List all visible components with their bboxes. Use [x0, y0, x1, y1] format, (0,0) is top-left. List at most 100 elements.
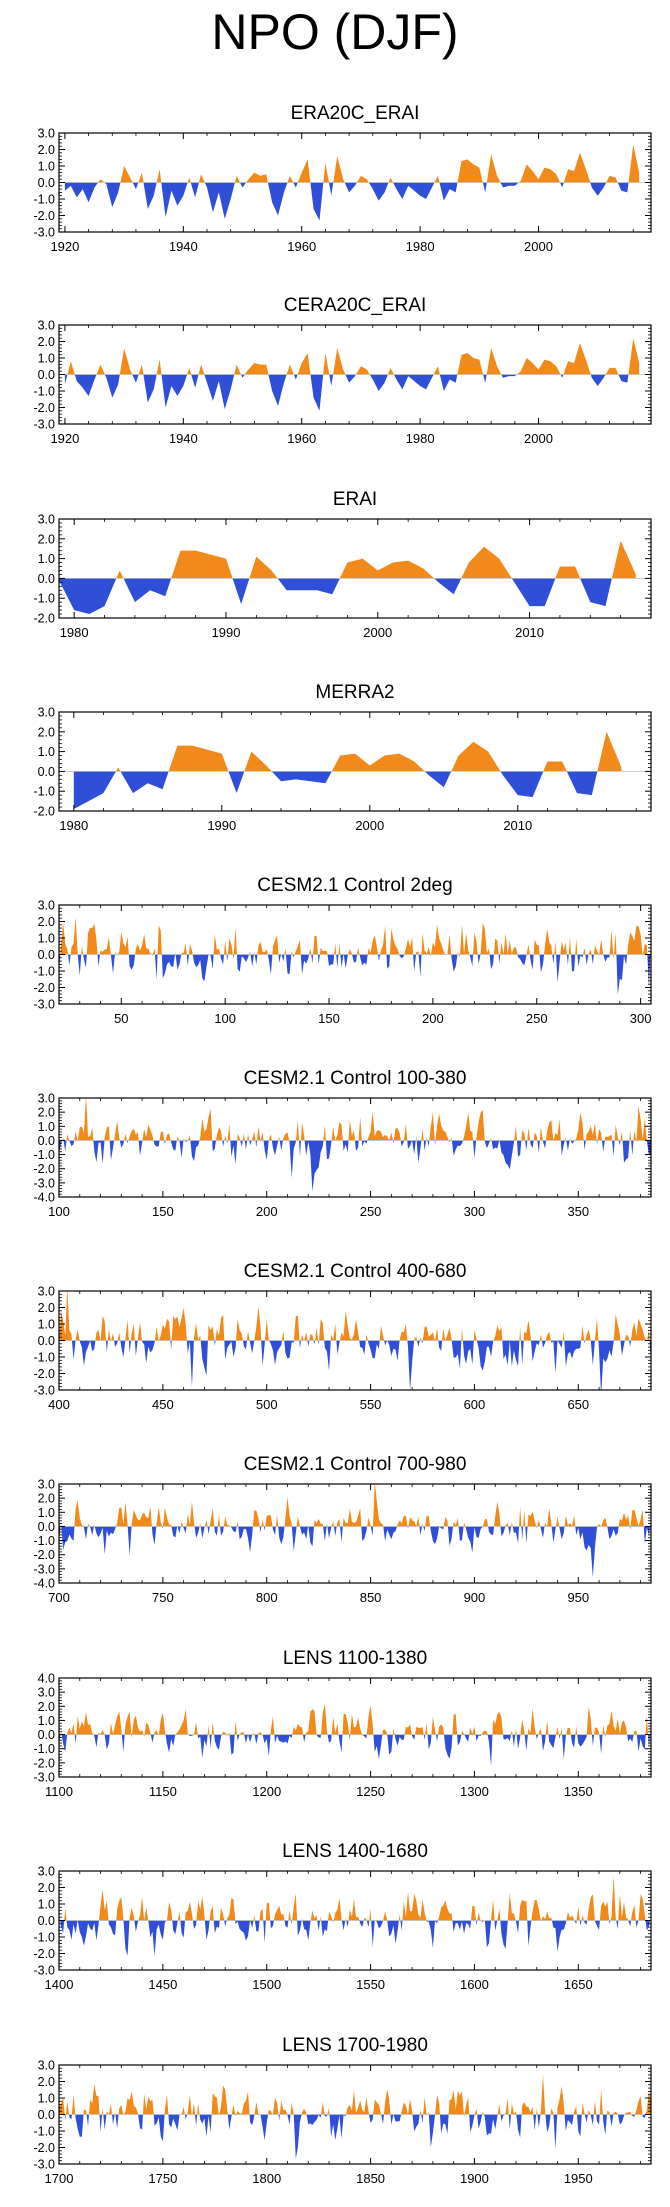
x-tick-label: 300 [464, 1204, 486, 1219]
series-negative-area [59, 954, 651, 995]
x-tick-label: 1920 [50, 239, 79, 254]
y-tick-label: 3.0 [38, 319, 55, 333]
x-tick-label: 1600 [460, 1977, 489, 1992]
y-tick-label: -3.0 [33, 1384, 55, 1398]
y-tick-label: -3.0 [33, 1176, 55, 1190]
x-tick-label: 300 [630, 1011, 652, 1026]
y-tick-label: 0.0 [38, 1520, 55, 1534]
chart-title: ERAI [333, 489, 377, 510]
y-tick-label: 2.0 [38, 915, 55, 929]
x-tick-label: 550 [360, 1397, 382, 1412]
x-tick-label: 350 [567, 1204, 589, 1219]
series-positive-area [59, 917, 651, 955]
y-tick-label: -2.0 [33, 981, 55, 995]
chart-title: CESM2.1 Control 700-980 [244, 1454, 467, 1475]
y-tick-label: 0.0 [38, 572, 55, 586]
chart-title: CESM2.1 Control 100-380 [244, 1068, 467, 1089]
y-tick-label: -2.0 [33, 612, 55, 626]
x-tick-label: 150 [152, 1204, 174, 1219]
y-tick-label: 0.0 [38, 1728, 55, 1742]
x-tick-label: 1250 [356, 1784, 385, 1799]
y-tick-label: 4.0 [38, 1672, 55, 1686]
y-tick-label: -3.0 [33, 418, 55, 432]
y-tick-label: 0.0 [38, 1334, 55, 1348]
series-negative-area [59, 1734, 651, 1766]
x-tick-label: 1940 [169, 431, 198, 446]
plot-frame [58, 1097, 652, 1198]
y-tick-label: -1.0 [33, 1742, 55, 1756]
x-tick-label: 800 [256, 1590, 278, 1605]
x-tick-label: 2010 [515, 625, 544, 640]
x-tick-label: 1990 [212, 625, 241, 640]
y-tick-label: 1.0 [38, 1898, 55, 1912]
series-positive-area [64, 144, 640, 183]
x-tick-label: 1450 [148, 1977, 177, 1992]
y-tick-label: -1.0 [33, 1351, 55, 1365]
chart-title: LENS 1100-1380 [283, 1648, 427, 1669]
x-tick-label: 1950 [564, 2171, 593, 2186]
y-tick-label: -1.0 [33, 385, 55, 399]
y-tick-label: 1.0 [38, 160, 55, 174]
chart-title: CESM2.1 Control 400-680 [244, 1261, 467, 1282]
y-tick-label: -2.0 [33, 1756, 55, 1770]
series-positive-area [59, 1876, 651, 1921]
y-tick-label: 1.0 [38, 352, 55, 366]
x-tick-label: 1850 [356, 2171, 385, 2186]
x-tick-label: 250 [360, 1204, 382, 1219]
chart-7: CESM2.1 Control 400-680 3.0 2.0 1.0 0.0 -1.0 -… [33, 1261, 652, 1412]
y-tick-label: -1.0 [33, 1534, 55, 1548]
y-tick-label: -3.0 [33, 1771, 55, 1785]
x-tick-label: 1650 [564, 1977, 593, 1992]
x-tick-label: 1900 [460, 2171, 489, 2186]
chart-title: ERA20C_ERAI [291, 103, 420, 124]
y-tick-label: 3.0 [38, 899, 55, 913]
chart-5: CESM2.1 Control 2deg 3.0 2.0 1.0 0.0 -1.0 -2.0… [33, 875, 652, 1026]
series-positive-area [59, 1291, 651, 1341]
x-tick-label: 1150 [149, 1784, 177, 1799]
y-tick-label: -2.0 [33, 805, 55, 819]
x-tick-label: 200 [256, 1204, 278, 1219]
y-tick-label: -1.0 [33, 193, 55, 207]
y-tick-label: -2.0 [33, 1162, 55, 1176]
x-tick-label: 1100 [45, 1784, 73, 1799]
x-tick-label: 1980 [60, 625, 89, 640]
y-tick-label: 1.0 [38, 932, 55, 946]
y-tick-label: -1.0 [33, 1148, 55, 1162]
y-tick-label: 2.0 [38, 335, 55, 349]
y-tick-label: -3.0 [33, 1964, 55, 1978]
plot-frame [58, 711, 652, 812]
x-tick-label: 2000 [355, 818, 384, 833]
x-tick-label: 500 [256, 1397, 278, 1412]
y-tick-label: -3.0 [33, 998, 55, 1012]
y-tick-label: -2.0 [33, 1548, 55, 1562]
y-tick-label: -2.0 [33, 1947, 55, 1961]
y-tick-label: 1.0 [38, 2092, 55, 2106]
y-tick-label: 1.0 [38, 1120, 55, 1134]
y-tick-label: 2.0 [38, 725, 55, 739]
y-tick-label: 1.0 [38, 552, 55, 566]
series-positive-area [59, 540, 636, 579]
x-tick-label: 950 [567, 1590, 589, 1605]
y-tick-label: -1.0 [33, 785, 55, 799]
y-tick-label: -3.0 [33, 226, 55, 240]
x-tick-label: 2010 [503, 818, 532, 833]
chart-title: MERRA2 [315, 682, 394, 703]
x-tick-label: 750 [152, 1590, 174, 1605]
y-tick-label: -4.0 [33, 1191, 55, 1205]
x-tick-label: 900 [464, 1590, 486, 1605]
y-tick-label: 3.0 [38, 513, 55, 527]
y-tick-label: 1.0 [38, 1318, 55, 1332]
x-tick-label: 1990 [207, 818, 236, 833]
y-tick-label: 3.0 [38, 1865, 55, 1879]
chart-8: CESM2.1 Control 700-9803.02.01.00.0-1.0-… [33, 1454, 652, 1605]
y-tick-label: 2.0 [38, 1492, 55, 1506]
series-positive-area [64, 338, 640, 375]
x-tick-label: 1800 [252, 2171, 281, 2186]
series-negative-area [64, 182, 640, 221]
chart-title: CERA20C_ERAI [284, 295, 427, 316]
series-negative-area [73, 771, 622, 810]
y-tick-label: -2.0 [33, 2141, 55, 2155]
x-tick-label: 250 [526, 1011, 548, 1026]
y-tick-label: 3.0 [38, 1285, 55, 1299]
